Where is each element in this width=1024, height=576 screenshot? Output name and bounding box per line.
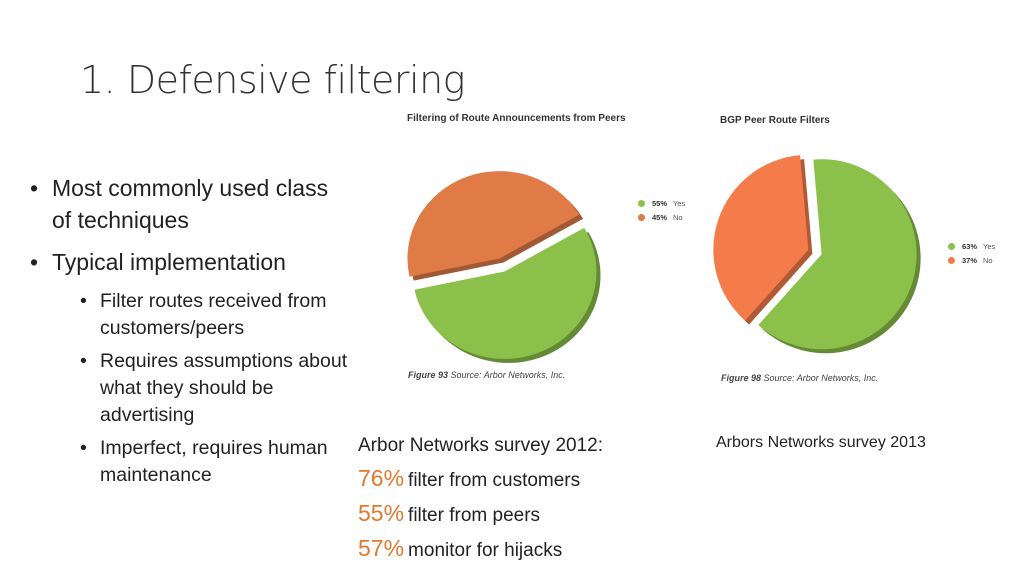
sub-bullet-text: Filter routes received from customers/pe…: [100, 290, 327, 339]
survey-pct: 55%: [358, 500, 405, 526]
pie-slice-yes: [414, 227, 597, 359]
pie-svg: [407, 171, 601, 363]
legend-value: 63%: [962, 242, 978, 251]
figure-source: Source: Arbor Networks, Inc.: [763, 373, 879, 383]
chart-legend: 55% Yes 45% No: [638, 197, 685, 225]
bullet-dot-icon: •: [30, 249, 39, 275]
bullet-dot-icon: •: [80, 437, 87, 459]
survey-text: filter from peers: [408, 505, 541, 526]
bullet-list: • Most commonly used class of techniques…: [30, 172, 350, 495]
bullet-text: Typical implementation: [52, 249, 286, 275]
legend-value: 37%: [962, 256, 978, 265]
sub-bullet-text: Imperfect, requires human maintenance: [100, 437, 328, 486]
legend-item: 45% No: [638, 211, 685, 225]
legend-swatch-no: [638, 214, 645, 221]
legend-label: Yes: [983, 242, 996, 251]
bullet-dot-icon: •: [80, 350, 87, 372]
survey-2013-heading: Arbors Networks survey 2013: [716, 434, 926, 451]
legend-value: 55%: [652, 199, 668, 208]
pie-slice-no: [713, 155, 809, 321]
legend-swatch-no: [948, 257, 955, 264]
survey-pct: 76%: [358, 465, 405, 491]
survey-text: monitor for hijacks: [408, 540, 563, 561]
chart-title: Filtering of Route Announcements from Pe…: [407, 113, 626, 124]
legend-label: No: [673, 213, 683, 222]
sub-bullet-text: Requires assumptions about what they sho…: [100, 350, 348, 426]
survey-row: 55% filter from peers: [358, 497, 603, 532]
legend-value: 45%: [652, 213, 668, 222]
survey-row: 76% filter from customers: [358, 462, 603, 497]
pie-chart-2013: [705, 140, 935, 370]
bullet-item: • Most commonly used class of techniques: [30, 172, 350, 236]
bullet-dot-icon: •: [30, 175, 39, 201]
figure-number: Figure 93: [408, 370, 449, 380]
legend-item: 37% No: [948, 254, 995, 268]
pie-chart-2012: [390, 150, 630, 380]
survey-pct: 57%: [358, 535, 405, 561]
legend-item: 63% Yes: [948, 240, 995, 254]
slide-title: 1. Defensive filtering: [80, 58, 465, 102]
survey-2012: Arbor Networks survey 2012: 76% filter fr…: [358, 430, 603, 567]
survey-text: filter from customers: [408, 470, 581, 491]
survey-heading: Arbor Networks survey 2012:: [358, 435, 603, 456]
figure-source: Source: Arbor Networks, Inc.: [450, 370, 566, 380]
chart-legend: 63% Yes 37% No: [948, 240, 995, 268]
survey-row: 57% monitor for hijacks: [358, 532, 603, 567]
figure-caption: Figure 98 Source: Arbor Networks, Inc.: [721, 373, 878, 383]
bullet-dot-icon: •: [80, 290, 87, 312]
legend-swatch-yes: [948, 243, 955, 250]
figure-number: Figure 98: [721, 373, 762, 383]
sub-bullet-item: • Imperfect, requires human maintenance: [30, 435, 350, 489]
bullet-item: • Typical implementation: [30, 246, 350, 278]
legend-label: No: [983, 256, 993, 265]
legend-swatch-yes: [638, 200, 645, 207]
legend-item: 55% Yes: [638, 197, 685, 211]
pie-svg: [713, 155, 921, 354]
legend-label: Yes: [673, 199, 686, 208]
pie-slice-yes: [758, 159, 917, 350]
pie-slice-no: [407, 171, 580, 277]
bullet-text: Most commonly used class of techniques: [52, 175, 329, 233]
chart-title: BGP Peer Route Filters: [720, 115, 830, 126]
sub-bullet-item: • Requires assumptions about what they s…: [30, 348, 350, 429]
sub-bullet-item: • Filter routes received from customers/…: [30, 288, 350, 342]
figure-caption: Figure 93 Source: Arbor Networks, Inc.: [408, 370, 565, 380]
